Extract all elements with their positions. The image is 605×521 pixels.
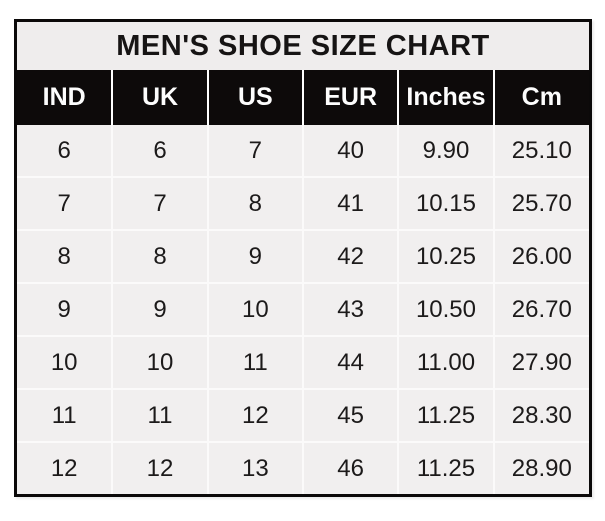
table-cell: 26.70 [492,282,589,337]
table-cell: 8 [17,229,114,284]
table-cell: 11 [17,388,114,443]
table-cell: 11 [111,388,209,443]
table-body: 6 6 7 40 9.90 25.10 7 7 8 41 10.15 25.70 8 8 9 42 10.25 2… [17,125,589,494]
table-cell: 6 [111,125,209,178]
table-cell: 10 [206,282,304,337]
table-row: 7 7 8 41 10.15 25.70 [17,176,589,231]
table-cell: 7 [17,176,114,231]
table-row: 9 9 10 43 10.50 26.70 [17,282,589,337]
table-cell: 9 [17,282,114,337]
table-cell: 11.00 [397,335,495,390]
table-cell: 26.00 [492,229,589,284]
table-cell: 11.25 [397,441,495,494]
table-cell: 28.90 [492,441,589,494]
table-cell: 40 [301,125,400,178]
shoe-size-chart: MEN'S SHOE SIZE CHART IND UK US EUR Inches Cm… [14,19,592,497]
table-cell: 44 [301,335,400,390]
chart-title: MEN'S SHOE SIZE CHART [17,22,589,70]
column-header-ind: IND [17,70,113,125]
table-row: 6 6 7 40 9.90 25.10 [17,125,589,178]
table-cell: 8 [111,229,209,284]
table-cell: 8 [206,176,304,231]
table-cell: 25.10 [492,125,589,178]
table-cell: 6 [17,125,114,178]
table-cell: 11.25 [397,388,495,443]
table-cell: 25.70 [492,176,589,231]
table-cell: 28.30 [492,388,589,443]
table-cell: 10 [111,335,209,390]
table-cell: 10 [17,335,114,390]
table-cell: 46 [301,441,400,494]
table-cell: 10.50 [397,282,495,337]
table-header: IND UK US EUR Inches Cm [17,70,589,125]
table-cell: 12 [111,441,209,494]
table-cell: 9.90 [397,125,495,178]
table-row: 12 12 13 46 11.25 28.90 [17,441,589,494]
table-cell: 9 [206,229,304,284]
table-cell: 7 [206,125,304,178]
table-cell: 12 [17,441,114,494]
table-cell: 13 [206,441,304,494]
column-header-uk: UK [111,70,208,125]
column-header-cm: Cm [492,70,589,125]
column-header-eur: EUR [301,70,399,125]
table-cell: 41 [301,176,400,231]
table-cell: 11 [206,335,304,390]
table-row: 11 11 12 45 11.25 28.30 [17,388,589,443]
column-header-inches: Inches [397,70,494,125]
table-cell: 42 [301,229,400,284]
table-cell: 10.25 [397,229,495,284]
table-row: 8 8 9 42 10.25 26.00 [17,229,589,284]
column-header-us: US [206,70,303,125]
table-cell: 7 [111,176,209,231]
header-row: IND UK US EUR Inches Cm [17,70,589,125]
table-cell: 12 [206,388,304,443]
table-cell: 9 [111,282,209,337]
table-cell: 27.90 [492,335,589,390]
table-cell: 43 [301,282,400,337]
table-cell: 45 [301,388,400,443]
table-row: 10 10 11 44 11.00 27.90 [17,335,589,390]
size-conversion-table: IND UK US EUR Inches Cm 6 6 7 40 9.90 25.10 7 7 8 41 10… [17,70,589,494]
table-cell: 10.15 [397,176,495,231]
